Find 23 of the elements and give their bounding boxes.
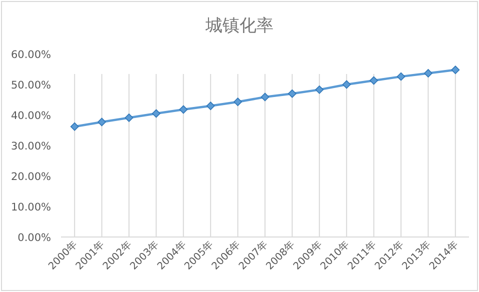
point [206, 102, 215, 110]
point [396, 72, 406, 81]
point [179, 105, 188, 114]
y-tick-label: 0.00% [18, 232, 52, 244]
point [234, 98, 242, 106]
point [124, 114, 134, 122]
y-tick-label: 30.00% [10, 140, 52, 152]
y-tick-label: 20.00% [10, 171, 52, 183]
point [288, 89, 296, 98]
y-tick-label: 10.00% [10, 202, 52, 214]
point [70, 122, 79, 131]
y-tick-label: 60.00% [10, 49, 52, 61]
point [424, 69, 432, 78]
point [315, 85, 324, 94]
point [370, 76, 378, 85]
point [98, 118, 106, 126]
y-tick-label: 50.00% [10, 80, 52, 92]
point [152, 109, 160, 118]
y-tick-label: 40.00% [10, 110, 52, 122]
point [260, 92, 270, 102]
point [451, 66, 460, 74]
chart-title: 城镇化率 [204, 16, 274, 36]
point [342, 80, 351, 89]
